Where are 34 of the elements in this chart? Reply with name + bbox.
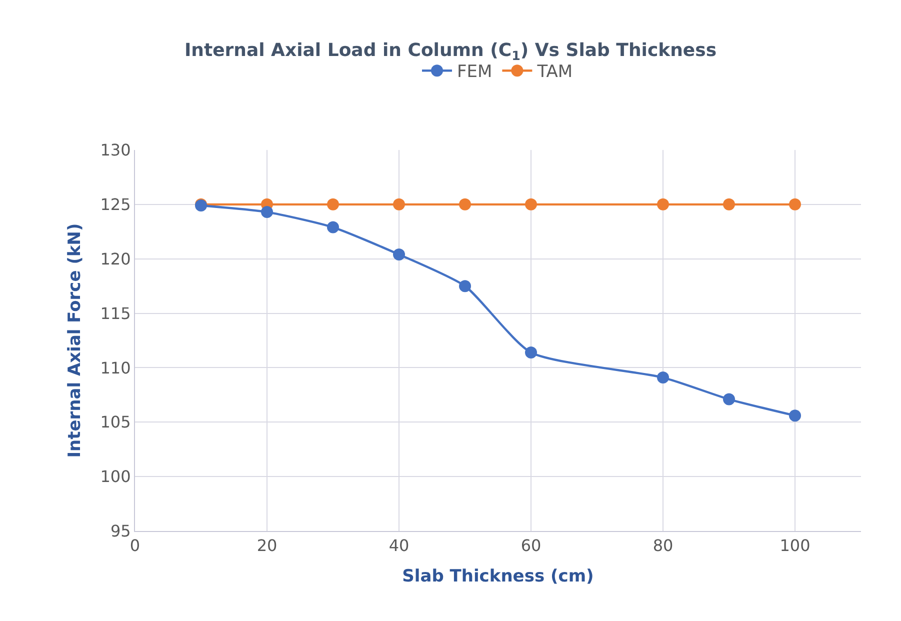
chart-title: Internal Axial Load in Column (C$_{1}$) Vs Slab Thickness bbox=[184, 40, 717, 63]
point bbox=[261, 206, 273, 218]
point bbox=[657, 372, 669, 384]
x-tick-label: 20 bbox=[256, 536, 278, 556]
y-axis-title: Internal Axial Force (kN) bbox=[64, 223, 85, 458]
legend-label: TAM bbox=[536, 62, 573, 82]
point bbox=[327, 221, 339, 234]
point bbox=[525, 346, 537, 358]
point bbox=[393, 198, 405, 210]
x-tick-label: 40 bbox=[388, 536, 410, 556]
point bbox=[525, 198, 537, 210]
point bbox=[393, 248, 405, 260]
point bbox=[327, 198, 339, 210]
y-tick-label: 125 bbox=[100, 195, 131, 214]
point bbox=[459, 280, 471, 292]
point bbox=[789, 198, 801, 210]
y-tick-label: 100 bbox=[100, 467, 131, 486]
x-tick-label: 100 bbox=[780, 536, 810, 556]
x-axis-title: Slab Thickness (cm) bbox=[402, 566, 594, 587]
y-tick-label: 120 bbox=[100, 249, 131, 268]
x-tick-label: 60 bbox=[520, 536, 542, 556]
point bbox=[789, 410, 801, 422]
x-tick-label: 80 bbox=[652, 536, 674, 556]
point bbox=[657, 198, 669, 210]
y-tick-label: 130 bbox=[100, 140, 131, 160]
y-tick-label: 115 bbox=[100, 304, 131, 323]
legend-label: FEM bbox=[457, 62, 492, 82]
point bbox=[459, 198, 471, 210]
point bbox=[723, 393, 735, 406]
y-tick-label: 105 bbox=[100, 412, 131, 432]
y-tick-label: 95 bbox=[110, 522, 131, 541]
y-tick-label: 110 bbox=[100, 358, 131, 378]
point bbox=[723, 198, 735, 210]
x-tick-label: 0 bbox=[130, 536, 140, 556]
